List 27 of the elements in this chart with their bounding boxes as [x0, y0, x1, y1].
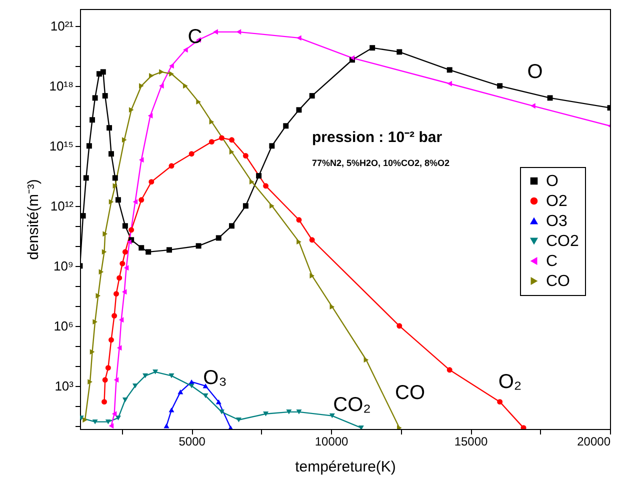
legend-label: CO2	[546, 233, 579, 250]
y-axis-title: densité(m⁻³)	[25, 179, 42, 260]
annotation: pression : 10⁻² bar	[312, 129, 442, 146]
annotation: C	[188, 26, 202, 48]
legend-label: C	[546, 253, 558, 270]
y-tick-label: 10¹⁸	[49, 78, 74, 94]
y-tick-label: 10⁶	[54, 318, 74, 334]
legend-label: CO	[546, 273, 570, 290]
y-tick-label: 10⁹	[53, 258, 74, 274]
y-tick-label: 10²¹	[50, 18, 74, 34]
legend-label: O2	[546, 193, 568, 210]
annotation: O	[527, 61, 543, 83]
x-tick-label: 10000	[314, 434, 349, 448]
x-axis-title: tempéreture(K)	[295, 458, 396, 476]
annotation: CO₂	[333, 394, 371, 416]
legend-label: O3	[546, 213, 568, 230]
y-tick-label: 10¹²	[50, 198, 74, 214]
x-tick-label: 15000	[454, 434, 488, 448]
annotation: CO	[395, 382, 425, 404]
y-tick-label: 10¹⁵	[49, 138, 74, 154]
x-tick-label: 20000	[577, 434, 611, 448]
legend-label: O	[546, 173, 558, 190]
y-tick-label: 10³	[54, 378, 74, 394]
annotation: 77%N2, 5%H2O, 10%CO2, 8%O2	[312, 158, 450, 168]
annotation: O₃	[203, 367, 227, 389]
x-tick-label: 5000	[178, 434, 206, 448]
annotation: O₂	[498, 371, 522, 393]
